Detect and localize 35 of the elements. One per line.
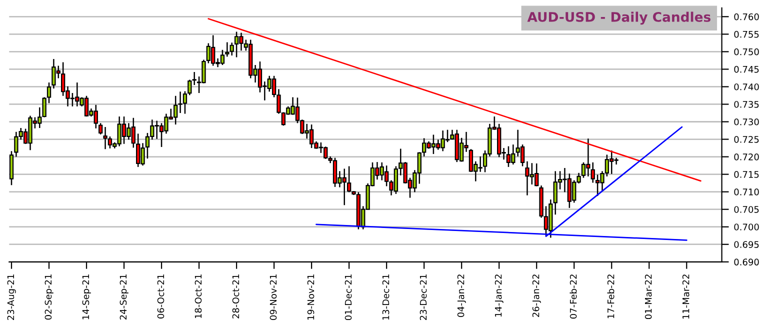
x-tick-label: 01-Dec-21 bbox=[344, 274, 352, 320]
y-tick-label: 0.725 bbox=[734, 136, 759, 143]
x-tick-label: 13-Dec-21 bbox=[382, 274, 390, 320]
y-tick-label: 0.695 bbox=[734, 241, 759, 248]
x-tick-label: 01-Mar-22 bbox=[644, 274, 652, 320]
y-tick-label: 0.755 bbox=[734, 30, 759, 38]
y-tick-label: 0.745 bbox=[734, 66, 759, 73]
x-tick-label: 11-Mar-22 bbox=[682, 274, 690, 319]
x-tick-label: 19-Nov-21 bbox=[307, 274, 314, 320]
y-tick-label: 0.710 bbox=[734, 188, 759, 196]
y-tick-label: 0.700 bbox=[734, 224, 759, 230]
chart-title: AUD-USD - Daily Candles bbox=[527, 12, 710, 25]
y-tick-label: 0.705 bbox=[734, 206, 759, 213]
x-tick-label: 18-Oct-21 bbox=[194, 274, 202, 318]
x-tick-label: 04-Jan-22 bbox=[457, 274, 466, 318]
y-tick-label: 0.720 bbox=[734, 154, 759, 160]
x-tick-label: 26-Jan-22 bbox=[532, 274, 541, 317]
x-tick-label: 06-Oct-21 bbox=[157, 274, 164, 318]
x-tick-label: 24-Sep-21 bbox=[120, 274, 128, 320]
x-tick-label: 02-Sep-21 bbox=[44, 274, 54, 320]
y-tick-label: 0.730 bbox=[734, 118, 759, 126]
x-tick-label: 17-Feb-22 bbox=[607, 274, 614, 318]
x-tick-label: 09-Nov-21 bbox=[270, 274, 277, 320]
x-tick-label: 23-Dec-21 bbox=[420, 274, 427, 320]
x-tick-label: 14-Sep-21 bbox=[82, 274, 91, 320]
x-tick-label: 14-Jan-22 bbox=[494, 274, 504, 317]
y-tick-label: 0.750 bbox=[734, 48, 759, 56]
y-tick-label: 0.715 bbox=[734, 171, 759, 178]
x-tick-label: 23-Aug-21 bbox=[7, 274, 16, 320]
y-tick-label: 0.735 bbox=[734, 100, 759, 108]
x-tick-label: 07-Feb-22 bbox=[570, 274, 577, 319]
y-tick-label: 0.760 bbox=[734, 13, 759, 20]
y-tick-label: 0.690 bbox=[734, 258, 759, 266]
y-tick-label: 0.740 bbox=[734, 83, 759, 90]
x-tick-label: 28-Oct-21 bbox=[232, 274, 240, 318]
